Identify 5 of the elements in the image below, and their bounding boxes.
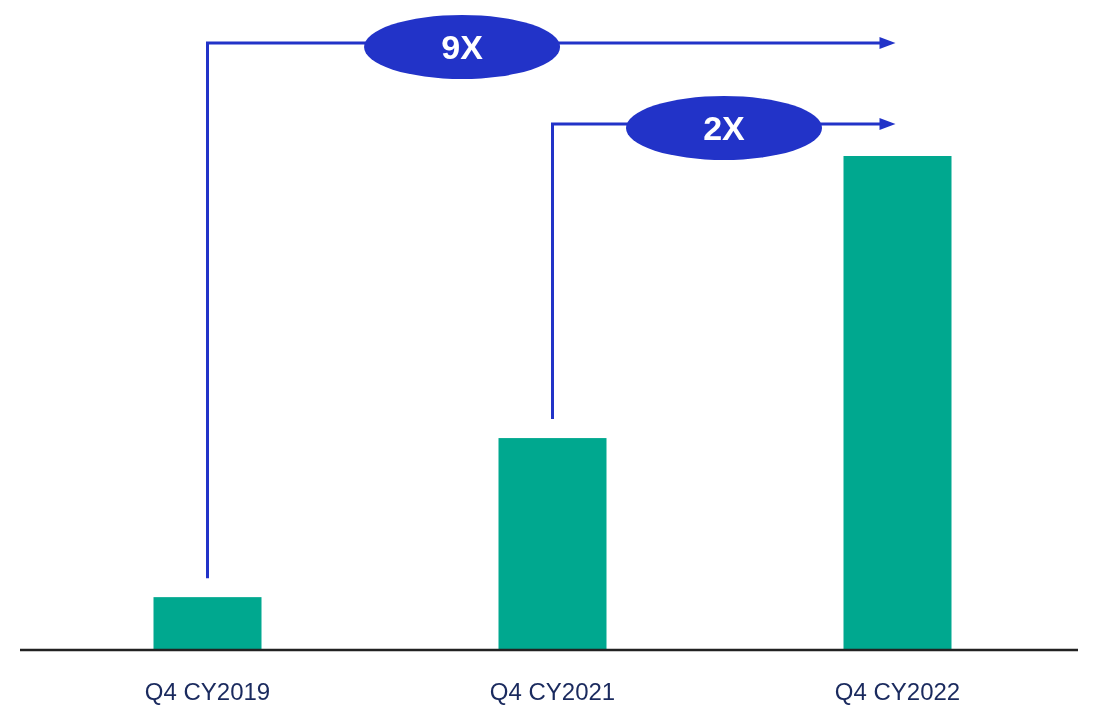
x-tick-label: Q4 CY2019 — [144, 678, 271, 705]
text: 9X — [441, 28, 484, 66]
text: 2X — [703, 109, 746, 147]
x-tick-label: Q4 CY2022 — [834, 678, 961, 705]
x-tick-label: Q4 CY2021 — [489, 678, 616, 705]
